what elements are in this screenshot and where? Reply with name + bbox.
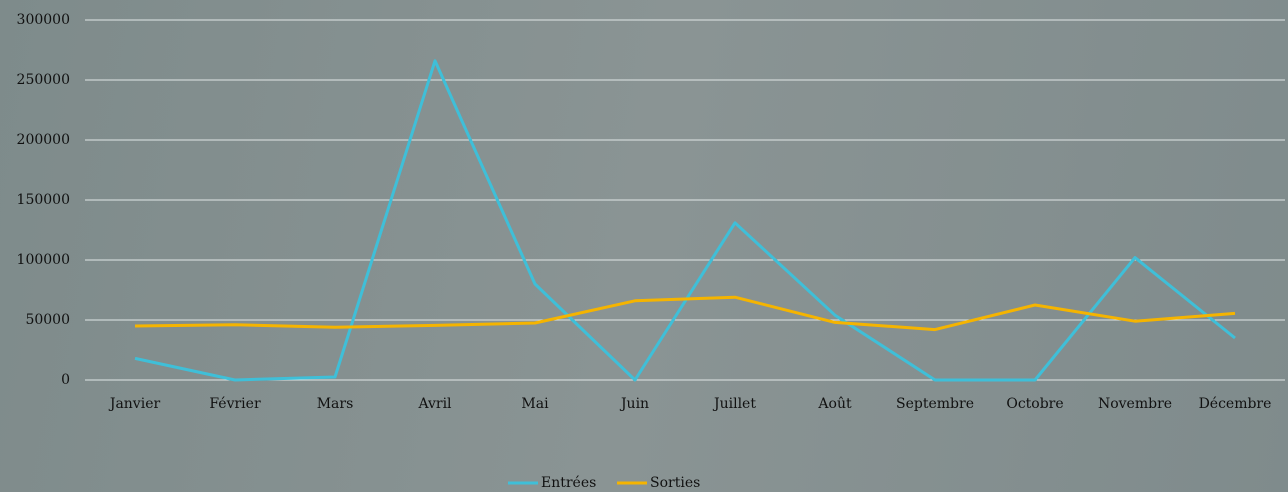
y-tick-label: 0 — [61, 372, 70, 388]
x-tick-label: Janvier — [108, 396, 161, 412]
x-tick-label: Mai — [521, 396, 549, 412]
x-tick-label: Juillet — [712, 396, 756, 412]
x-tick-label: Décembre — [1199, 396, 1272, 412]
x-tick-label: Mars — [317, 396, 354, 412]
y-tick-label: 200000 — [17, 132, 70, 148]
line-series — [134, 295, 1236, 332]
x-tick-label: Juin — [619, 396, 649, 412]
legend-label: Entrées — [541, 475, 596, 491]
x-tick-label: Avril — [417, 396, 452, 412]
y-tick-label: 50000 — [25, 312, 70, 328]
x-tick-label: Février — [209, 396, 261, 412]
x-tick-label: Septembre — [896, 396, 974, 412]
y-tick-label: 300000 — [17, 12, 70, 28]
x-tick-label: Novembre — [1098, 396, 1172, 412]
y-tick-label: 150000 — [17, 192, 70, 208]
x-tick-label: Octobre — [1006, 396, 1063, 412]
y-tick-label: 100000 — [17, 252, 70, 268]
y-tick-label: 250000 — [17, 72, 70, 88]
x-tick-label: Août — [817, 396, 852, 412]
legend-label: Sorties — [650, 475, 700, 491]
line-series — [134, 59, 1236, 382]
